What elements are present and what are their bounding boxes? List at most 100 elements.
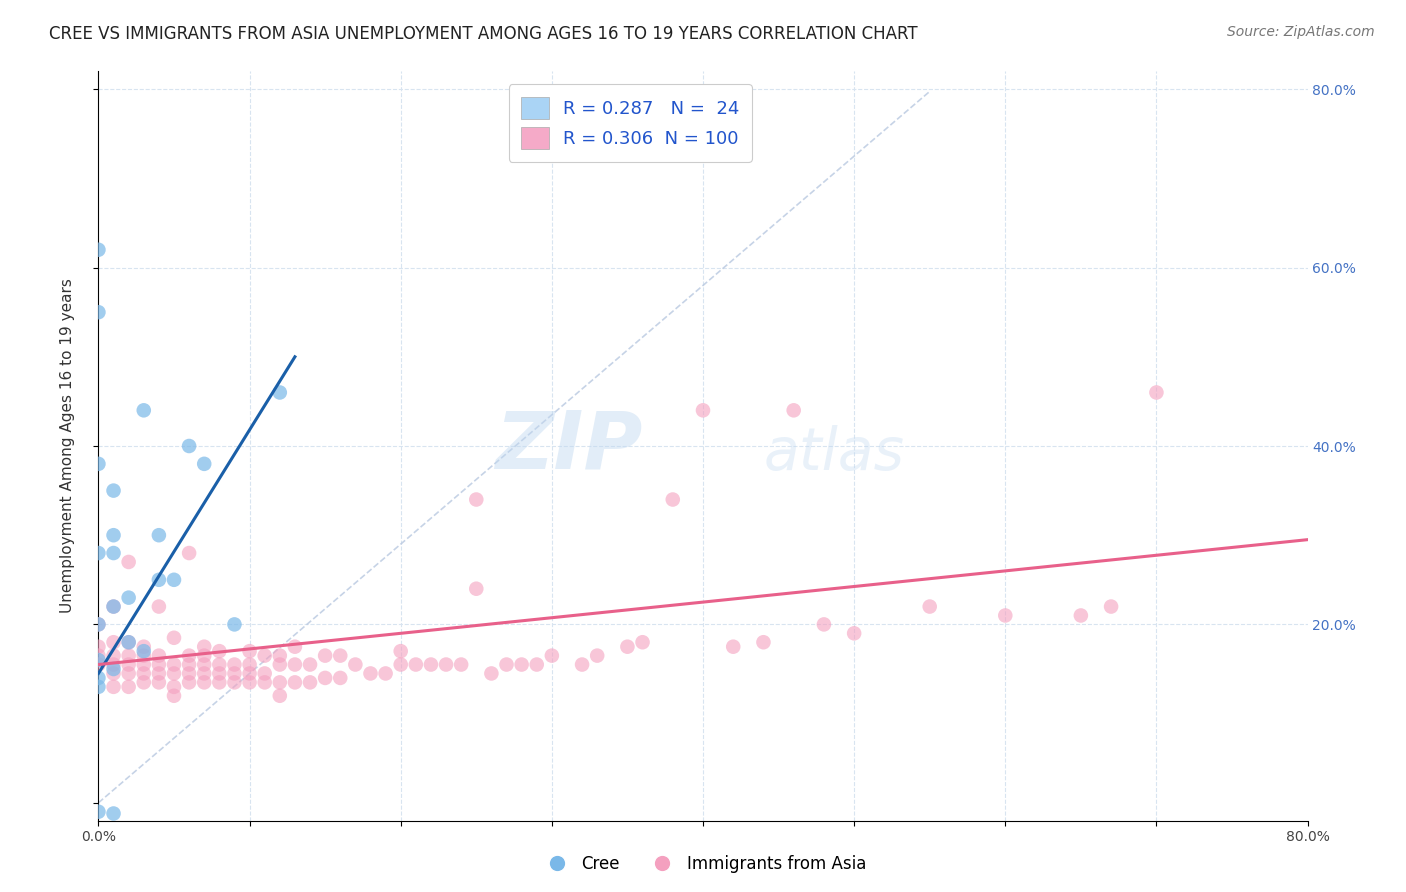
- Point: [148, 648, 170, 663]
- Point: [132, 648, 155, 663]
- Point: [103, 806, 125, 821]
- Point: [783, 403, 806, 417]
- Point: [103, 662, 125, 676]
- Point: [148, 528, 170, 542]
- Point: [193, 640, 215, 654]
- Point: [405, 657, 427, 672]
- Text: CREE VS IMMIGRANTS FROM ASIA UNEMPLOYMENT AMONG AGES 16 TO 19 YEARS CORRELATION : CREE VS IMMIGRANTS FROM ASIA UNEMPLOYMEN…: [49, 25, 918, 43]
- Point: [299, 657, 322, 672]
- Point: [103, 680, 125, 694]
- Point: [661, 492, 683, 507]
- Point: [344, 657, 367, 672]
- Point: [253, 666, 276, 681]
- Point: [284, 640, 307, 654]
- Point: [269, 648, 291, 663]
- Point: [253, 675, 276, 690]
- Point: [269, 657, 291, 672]
- Point: [193, 648, 215, 663]
- Point: [616, 640, 638, 654]
- Point: [103, 528, 125, 542]
- Point: [813, 617, 835, 632]
- Point: [299, 675, 322, 690]
- Point: [269, 675, 291, 690]
- Point: [465, 582, 488, 596]
- Point: [87, 617, 110, 632]
- Point: [329, 671, 352, 685]
- Point: [103, 635, 125, 649]
- Point: [374, 666, 396, 681]
- Point: [118, 666, 141, 681]
- Point: [193, 657, 215, 672]
- Point: [193, 675, 215, 690]
- Point: [118, 680, 141, 694]
- Legend: Cree, Immigrants from Asia: Cree, Immigrants from Asia: [533, 848, 873, 880]
- Point: [132, 675, 155, 690]
- Point: [329, 648, 352, 663]
- Point: [87, 617, 110, 632]
- Point: [163, 689, 186, 703]
- Point: [148, 675, 170, 690]
- Point: [132, 640, 155, 654]
- Point: [1070, 608, 1092, 623]
- Point: [994, 608, 1017, 623]
- Point: [239, 675, 262, 690]
- Point: [87, 457, 110, 471]
- Text: Source: ZipAtlas.com: Source: ZipAtlas.com: [1227, 25, 1375, 39]
- Point: [87, 648, 110, 663]
- Point: [179, 657, 201, 672]
- Point: [420, 657, 443, 672]
- Point: [360, 666, 382, 681]
- Point: [239, 644, 262, 658]
- Point: [103, 599, 125, 614]
- Point: [179, 666, 201, 681]
- Point: [103, 546, 125, 560]
- Point: [389, 657, 412, 672]
- Point: [87, 657, 110, 672]
- Point: [224, 657, 246, 672]
- Point: [148, 599, 170, 614]
- Point: [752, 635, 775, 649]
- Text: atlas: atlas: [763, 425, 904, 482]
- Point: [103, 599, 125, 614]
- Point: [87, 546, 110, 560]
- Point: [87, 671, 110, 685]
- Point: [103, 666, 125, 681]
- Point: [118, 635, 141, 649]
- Point: [179, 546, 201, 560]
- Point: [118, 555, 141, 569]
- Point: [723, 640, 745, 654]
- Point: [918, 599, 941, 614]
- Point: [224, 666, 246, 681]
- Legend: R = 0.287   N =  24, R = 0.306  N = 100: R = 0.287 N = 24, R = 0.306 N = 100: [509, 84, 752, 161]
- Point: [87, 653, 110, 667]
- Point: [103, 483, 125, 498]
- Point: [510, 657, 533, 672]
- Point: [148, 666, 170, 681]
- Point: [132, 657, 155, 672]
- Point: [193, 666, 215, 681]
- Point: [179, 648, 201, 663]
- Point: [118, 591, 141, 605]
- Point: [526, 657, 548, 672]
- Point: [284, 657, 307, 672]
- Point: [208, 666, 231, 681]
- Point: [87, 805, 110, 819]
- Point: [87, 680, 110, 694]
- Point: [586, 648, 609, 663]
- Point: [193, 457, 215, 471]
- Point: [208, 675, 231, 690]
- Point: [495, 657, 517, 672]
- Point: [103, 657, 125, 672]
- Point: [571, 657, 593, 672]
- Point: [844, 626, 866, 640]
- Point: [163, 631, 186, 645]
- Point: [179, 439, 201, 453]
- Point: [1144, 385, 1167, 400]
- Point: [163, 666, 186, 681]
- Point: [269, 385, 291, 400]
- Point: [631, 635, 654, 649]
- Point: [450, 657, 472, 672]
- Point: [284, 675, 307, 690]
- Point: [314, 648, 336, 663]
- Point: [163, 680, 186, 694]
